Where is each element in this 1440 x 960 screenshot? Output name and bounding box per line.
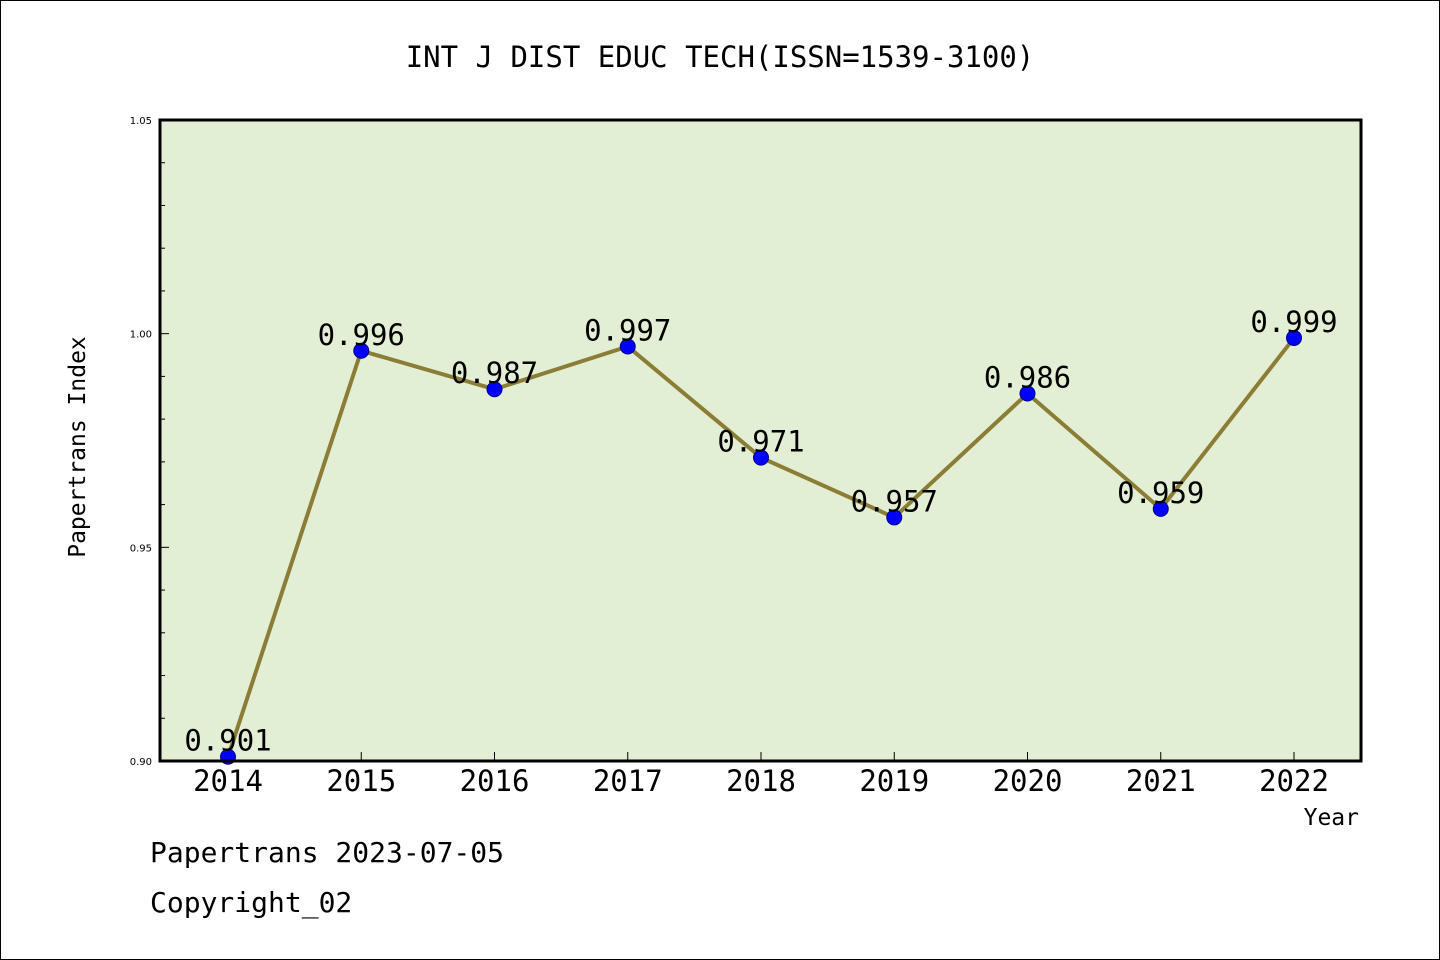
data-point	[486, 381, 503, 398]
x-tick-label: 2019	[859, 764, 929, 798]
y-tick-label: 0.90	[130, 757, 152, 768]
data-label: 0.986	[984, 360, 1071, 394]
x-tick-label: 2020	[993, 764, 1063, 798]
x-tick-label: 2016	[460, 764, 530, 798]
data-point	[1152, 500, 1169, 517]
y-tick-label: 1.05	[130, 116, 152, 127]
data-points	[220, 329, 1302, 765]
plot-area	[160, 120, 1361, 761]
data-label: 0.987	[451, 356, 538, 390]
data-label: 0.971	[717, 425, 804, 459]
plot-border	[158, 118, 1363, 763]
source-date-text: Papertrans 2023-07-05	[150, 836, 505, 869]
data-label: 0.999	[1250, 305, 1337, 339]
data-labels: 0.901 0.996 0.987 0.997 0.971 0.957 0.986 0.959…	[184, 305, 1337, 758]
x-tick-label: 2021	[1126, 764, 1196, 798]
x-tick-label: 2022	[1259, 764, 1329, 798]
x-tick-label: 2018	[726, 764, 796, 798]
data-point	[753, 449, 769, 466]
data-label: 0.996	[318, 318, 405, 352]
y-tick-label: 0.95	[130, 543, 152, 554]
data-point	[1286, 329, 1302, 346]
chart-title: INT J DIST EDUC TECH(ISSN=1539-3100)	[406, 40, 1035, 74]
y-axis-label: Papertrans Index	[65, 336, 91, 558]
data-label: 0.901	[184, 724, 271, 758]
data-point	[353, 342, 370, 359]
data-label: 0.957	[851, 484, 938, 518]
x-tick-label: 2017	[593, 764, 663, 798]
data-point	[1019, 385, 1036, 402]
data-point	[619, 338, 636, 355]
x-tick-label: 2014	[193, 764, 263, 798]
x-axis-ticks: 2014 2015 2016 2017 2018 2019 2020 2021 2022	[193, 752, 1329, 798]
data-point	[886, 509, 903, 526]
copyright-text: Copyright_02	[150, 886, 353, 919]
x-tick-label: 2015	[326, 764, 396, 798]
data-label: 0.997	[584, 313, 671, 347]
y-tick-label: 1.00	[130, 330, 152, 341]
data-label: 0.959	[1117, 476, 1204, 510]
x-axis-label: Year	[1304, 805, 1359, 831]
